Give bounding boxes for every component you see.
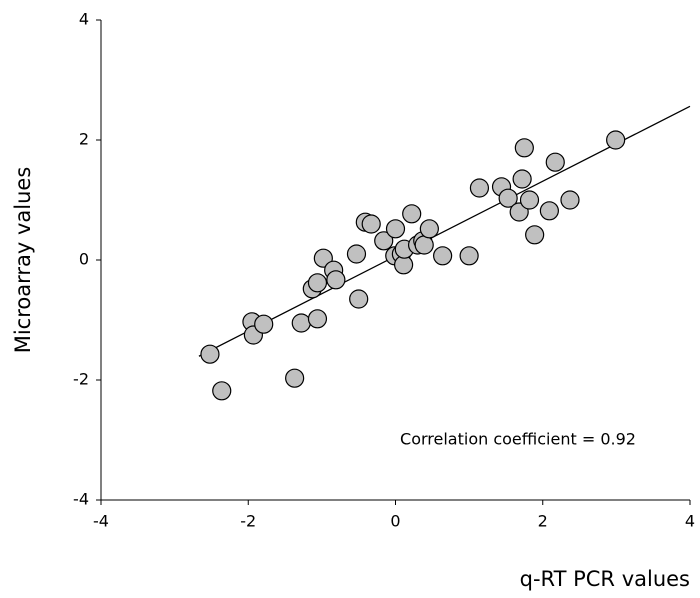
trendline [198, 105, 691, 357]
y-tick-label: 0 [79, 250, 89, 269]
data-point [539, 201, 559, 221]
data-point [326, 270, 346, 290]
x-tick-label: 2 [538, 512, 548, 531]
data-point [361, 214, 381, 234]
y-axis-title: Microarray values [11, 167, 35, 354]
data-point [385, 219, 406, 239]
data-point [291, 313, 311, 333]
data-point [433, 246, 453, 266]
data-point [200, 344, 220, 364]
data-point [212, 381, 232, 401]
data-point [469, 178, 490, 198]
annotation: Correlation coefficient = 0.92 [400, 430, 636, 449]
x-tick-label: 0 [390, 512, 400, 531]
data-point [402, 204, 422, 224]
data-point [560, 190, 580, 210]
data-point [498, 188, 518, 208]
y-tick-label: 4 [79, 10, 89, 29]
x-tick-label: -2 [240, 512, 256, 531]
data-point [346, 244, 367, 264]
data-point [254, 314, 274, 334]
x-axis-title: q-RT PCR values [520, 567, 690, 591]
data-point [606, 130, 626, 150]
data-point [349, 289, 369, 309]
x-tick-label: 4 [685, 512, 695, 531]
data-point [307, 273, 328, 293]
data-point [545, 152, 565, 172]
data-point [525, 225, 545, 245]
data-point [307, 309, 328, 329]
data-point [459, 246, 479, 266]
data-point [512, 169, 532, 189]
x-tick-label: -4 [93, 512, 109, 531]
data-point [414, 235, 434, 255]
y-tick-label: -2 [73, 370, 89, 389]
data-point [519, 190, 540, 210]
y-tick-label: -4 [73, 490, 89, 509]
data-point [514, 138, 534, 158]
y-tick-label: 2 [79, 130, 89, 149]
data-point [285, 368, 305, 388]
data-point [374, 231, 394, 251]
data-point [419, 219, 439, 239]
